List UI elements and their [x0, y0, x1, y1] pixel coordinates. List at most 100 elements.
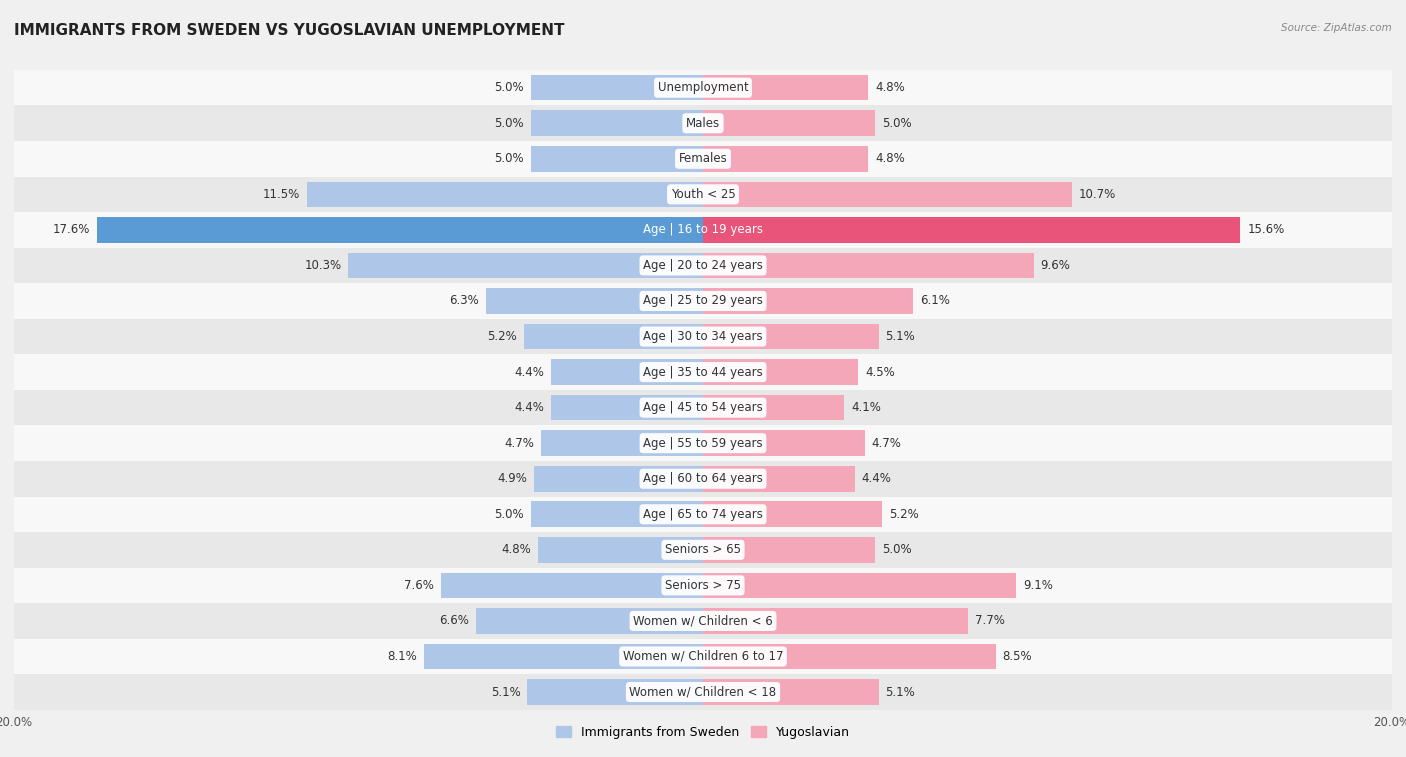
Bar: [531, 75, 703, 101]
Text: 4.4%: 4.4%: [862, 472, 891, 485]
FancyBboxPatch shape: [14, 248, 1392, 283]
Text: Seniors > 75: Seniors > 75: [665, 579, 741, 592]
Text: 4.8%: 4.8%: [501, 544, 531, 556]
Text: Age | 30 to 34 years: Age | 30 to 34 years: [643, 330, 763, 343]
Bar: [703, 466, 855, 491]
FancyBboxPatch shape: [14, 354, 1392, 390]
Bar: [703, 288, 912, 314]
Text: Age | 25 to 29 years: Age | 25 to 29 years: [643, 294, 763, 307]
Bar: [703, 182, 1071, 207]
Bar: [703, 608, 969, 634]
Text: Youth < 25: Youth < 25: [671, 188, 735, 201]
Text: 15.6%: 15.6%: [1247, 223, 1285, 236]
Text: Source: ZipAtlas.com: Source: ZipAtlas.com: [1281, 23, 1392, 33]
FancyBboxPatch shape: [14, 639, 1392, 674]
Text: 9.1%: 9.1%: [1024, 579, 1053, 592]
Bar: [551, 360, 703, 385]
Text: Age | 35 to 44 years: Age | 35 to 44 years: [643, 366, 763, 378]
Text: Females: Females: [679, 152, 727, 165]
Bar: [703, 679, 879, 705]
Bar: [703, 146, 869, 172]
Text: Age | 16 to 19 years: Age | 16 to 19 years: [643, 223, 763, 236]
Text: 4.1%: 4.1%: [851, 401, 882, 414]
Text: Women w/ Children < 18: Women w/ Children < 18: [630, 686, 776, 699]
Text: 5.0%: 5.0%: [495, 152, 524, 165]
Text: 5.1%: 5.1%: [886, 686, 915, 699]
Bar: [703, 501, 882, 527]
Bar: [551, 395, 703, 420]
FancyBboxPatch shape: [14, 176, 1392, 212]
Bar: [307, 182, 703, 207]
Bar: [524, 324, 703, 349]
Text: 17.6%: 17.6%: [52, 223, 90, 236]
Text: 4.8%: 4.8%: [875, 152, 905, 165]
Bar: [703, 643, 995, 669]
Text: 4.4%: 4.4%: [515, 366, 544, 378]
FancyBboxPatch shape: [14, 283, 1392, 319]
Text: 4.4%: 4.4%: [515, 401, 544, 414]
Bar: [541, 431, 703, 456]
Bar: [534, 466, 703, 491]
Text: Unemployment: Unemployment: [658, 81, 748, 94]
Bar: [703, 395, 844, 420]
FancyBboxPatch shape: [14, 70, 1392, 105]
Text: 5.0%: 5.0%: [495, 508, 524, 521]
Bar: [537, 537, 703, 562]
Text: Age | 60 to 64 years: Age | 60 to 64 years: [643, 472, 763, 485]
Text: 10.3%: 10.3%: [304, 259, 342, 272]
Text: Age | 45 to 54 years: Age | 45 to 54 years: [643, 401, 763, 414]
Text: 4.9%: 4.9%: [498, 472, 527, 485]
Bar: [703, 360, 858, 385]
FancyBboxPatch shape: [14, 390, 1392, 425]
Bar: [531, 146, 703, 172]
Text: 4.8%: 4.8%: [875, 81, 905, 94]
Bar: [703, 75, 869, 101]
Bar: [703, 537, 875, 562]
Text: 6.3%: 6.3%: [450, 294, 479, 307]
Bar: [703, 324, 879, 349]
Text: 5.2%: 5.2%: [889, 508, 918, 521]
FancyBboxPatch shape: [14, 497, 1392, 532]
FancyBboxPatch shape: [14, 461, 1392, 497]
Bar: [703, 431, 865, 456]
Text: Age | 20 to 24 years: Age | 20 to 24 years: [643, 259, 763, 272]
Text: 8.1%: 8.1%: [387, 650, 418, 663]
Text: Women w/ Children < 6: Women w/ Children < 6: [633, 615, 773, 628]
FancyBboxPatch shape: [14, 674, 1392, 710]
Bar: [703, 572, 1017, 598]
Bar: [703, 217, 1240, 243]
Text: 6.6%: 6.6%: [439, 615, 468, 628]
FancyBboxPatch shape: [14, 568, 1392, 603]
Text: IMMIGRANTS FROM SWEDEN VS YUGOSLAVIAN UNEMPLOYMENT: IMMIGRANTS FROM SWEDEN VS YUGOSLAVIAN UN…: [14, 23, 565, 38]
FancyBboxPatch shape: [14, 212, 1392, 248]
Text: 9.6%: 9.6%: [1040, 259, 1070, 272]
Bar: [97, 217, 703, 243]
Text: 5.0%: 5.0%: [882, 544, 911, 556]
Bar: [703, 253, 1033, 279]
FancyBboxPatch shape: [14, 105, 1392, 141]
Text: 5.0%: 5.0%: [495, 81, 524, 94]
Text: 5.2%: 5.2%: [488, 330, 517, 343]
Text: 5.0%: 5.0%: [882, 117, 911, 129]
Text: 8.5%: 8.5%: [1002, 650, 1032, 663]
Text: 10.7%: 10.7%: [1078, 188, 1116, 201]
Bar: [527, 679, 703, 705]
Text: 6.1%: 6.1%: [920, 294, 950, 307]
Bar: [703, 111, 875, 136]
Text: 5.1%: 5.1%: [886, 330, 915, 343]
Bar: [441, 572, 703, 598]
Text: Age | 55 to 59 years: Age | 55 to 59 years: [643, 437, 763, 450]
Text: Age | 65 to 74 years: Age | 65 to 74 years: [643, 508, 763, 521]
Bar: [349, 253, 703, 279]
Text: 4.5%: 4.5%: [865, 366, 894, 378]
Bar: [486, 288, 703, 314]
FancyBboxPatch shape: [14, 425, 1392, 461]
FancyBboxPatch shape: [14, 141, 1392, 176]
Bar: [425, 643, 703, 669]
Bar: [475, 608, 703, 634]
Text: Males: Males: [686, 117, 720, 129]
Text: 11.5%: 11.5%: [263, 188, 299, 201]
Legend: Immigrants from Sweden, Yugoslavian: Immigrants from Sweden, Yugoslavian: [551, 721, 855, 744]
Text: 5.1%: 5.1%: [491, 686, 520, 699]
Bar: [531, 111, 703, 136]
